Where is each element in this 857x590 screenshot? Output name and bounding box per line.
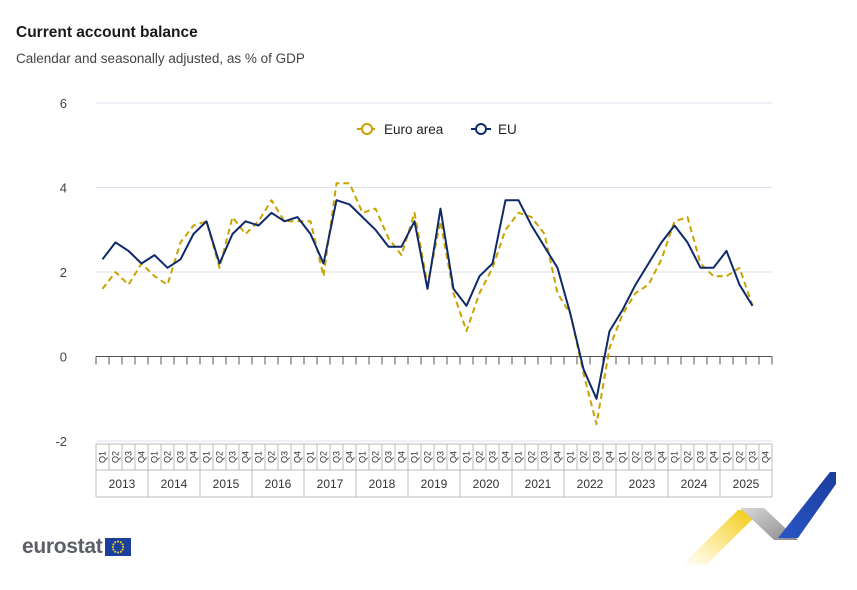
- y-tick-label: -2: [55, 434, 67, 449]
- quarter-label: Q2: [319, 451, 329, 463]
- quarter-label: Q1: [306, 451, 316, 463]
- quarter-label: Q2: [267, 451, 277, 463]
- quarter-label: Q2: [111, 451, 121, 463]
- year-label: 2019: [421, 477, 448, 491]
- quarter-label: Q3: [748, 451, 758, 463]
- quarter-label: Q2: [683, 451, 693, 463]
- year-label: 2024: [681, 477, 708, 491]
- quarter-label: Q1: [514, 451, 524, 463]
- quarter-label: Q4: [397, 451, 407, 463]
- chart-title: Current account balance: [16, 24, 198, 41]
- quarter-label: Q4: [553, 451, 563, 463]
- legend-marker: [475, 123, 487, 135]
- y-tick-label: 2: [60, 265, 67, 280]
- quarter-label: Q1: [150, 451, 160, 463]
- legend-label: EU: [498, 122, 517, 137]
- quarter-label: Q3: [332, 451, 342, 463]
- quarter-label: Q3: [644, 451, 654, 463]
- quarter-label: Q2: [371, 451, 381, 463]
- quarter-label: Q2: [215, 451, 225, 463]
- quarter-label: Q2: [631, 451, 641, 463]
- quarter-label: Q3: [176, 451, 186, 463]
- quarter-label: Q1: [202, 451, 212, 463]
- quarter-label: Q4: [293, 451, 303, 463]
- y-tick-label: 6: [60, 96, 67, 111]
- quarter-label: Q4: [241, 451, 251, 463]
- quarter-label: Q1: [618, 451, 628, 463]
- year-label: 2022: [577, 477, 604, 491]
- year-label: 2020: [473, 477, 500, 491]
- year-label: 2016: [265, 477, 292, 491]
- eurostat-logo[interactable]: eurostat: [22, 535, 132, 559]
- quarter-label: Q4: [605, 451, 615, 463]
- quarter-label: Q1: [98, 451, 108, 463]
- quarter-label: Q4: [345, 451, 355, 463]
- year-label: 2021: [525, 477, 552, 491]
- y-tick-label: 4: [60, 181, 67, 196]
- logo-text: eurostat: [22, 535, 103, 558]
- year-label: 2018: [369, 477, 396, 491]
- euro-area-series-line: [101, 182, 754, 426]
- year-label: 2017: [317, 477, 344, 491]
- quarter-label: Q3: [384, 451, 394, 463]
- quarter-label: Q3: [488, 451, 498, 463]
- quarter-label: Q4: [761, 451, 771, 463]
- quarter-label: Q2: [735, 451, 745, 463]
- quarter-label: Q1: [566, 451, 576, 463]
- quarter-label: Q1: [722, 451, 732, 463]
- quarter-label: Q4: [449, 451, 459, 463]
- year-label: 2015: [213, 477, 240, 491]
- quarter-label: Q4: [709, 451, 719, 463]
- quarter-label: Q4: [189, 451, 199, 463]
- decorative-chevron-graphic: [682, 472, 836, 565]
- year-label: 2013: [109, 477, 136, 491]
- quarter-label: Q1: [358, 451, 368, 463]
- quarter-label: Q2: [527, 451, 537, 463]
- quarter-label: Q1: [410, 451, 420, 463]
- quarter-label: Q3: [124, 451, 134, 463]
- quarter-label: Q1: [254, 451, 264, 463]
- y-tick-label: 0: [60, 350, 67, 365]
- year-label: 2014: [161, 477, 188, 491]
- legend-item-euro-area[interactable]: Euro area: [357, 122, 444, 137]
- quarter-label: Q2: [423, 451, 433, 463]
- quarter-label: Q3: [436, 451, 446, 463]
- quarter-label: Q4: [657, 451, 667, 463]
- eu-series-line: [101, 199, 754, 400]
- eu-flag-icon: [105, 538, 132, 556]
- quarter-label: Q3: [540, 451, 550, 463]
- year-label: 2023: [629, 477, 656, 491]
- quarter-label: Q2: [475, 451, 485, 463]
- quarter-label: Q3: [696, 451, 706, 463]
- quarter-label: Q2: [579, 451, 589, 463]
- legend-label: Euro area: [384, 122, 444, 137]
- quarter-label: Q3: [592, 451, 602, 463]
- quarter-label: Q3: [280, 451, 290, 463]
- legend-item-eu[interactable]: EU: [471, 122, 517, 137]
- chart-subtitle: Calendar and seasonally adjusted, as % o…: [16, 51, 305, 66]
- legend-marker: [361, 123, 373, 135]
- quarter-label: Q1: [670, 451, 680, 463]
- quarter-label: Q3: [228, 451, 238, 463]
- quarter-label: Q2: [163, 451, 173, 463]
- quarter-label: Q4: [501, 451, 511, 463]
- quarter-label: Q1: [462, 451, 472, 463]
- year-label: 2025: [733, 477, 760, 491]
- quarter-label: Q4: [137, 451, 147, 463]
